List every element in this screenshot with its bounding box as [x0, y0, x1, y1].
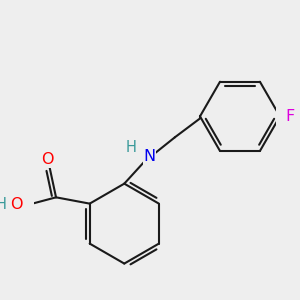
Text: O: O	[41, 152, 54, 167]
Text: O: O	[10, 197, 22, 212]
Text: H: H	[0, 197, 7, 212]
Text: H: H	[125, 140, 136, 155]
Text: N: N	[143, 149, 156, 164]
Text: F: F	[286, 109, 295, 124]
